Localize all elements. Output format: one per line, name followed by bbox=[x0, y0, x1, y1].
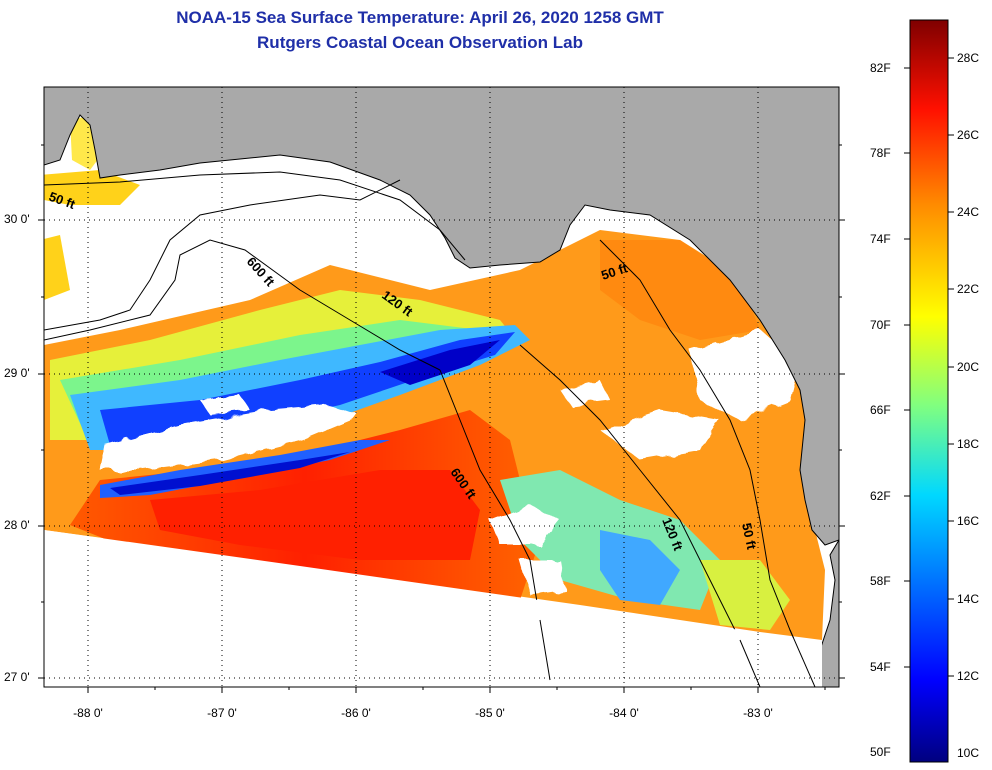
colorbar-c-label: 24C bbox=[957, 205, 980, 219]
lon-label: -85 0' bbox=[475, 706, 505, 720]
colorbar-c-label: 14C bbox=[957, 592, 980, 606]
lon-label: -86 0' bbox=[341, 706, 371, 720]
land-mass bbox=[44, 87, 839, 546]
map-frame bbox=[43, 86, 840, 688]
chart-subtitle: Rutgers Coastal Ocean Observation Lab bbox=[257, 33, 583, 52]
colorbar-c-label: 26C bbox=[957, 128, 980, 142]
lon-label: -84 0' bbox=[609, 706, 639, 720]
colorbar-ticks bbox=[904, 57, 954, 677]
sst-swath bbox=[44, 115, 825, 640]
lat-label: 28 0' bbox=[4, 518, 30, 532]
colorbar-f-label: 70F bbox=[870, 318, 891, 332]
lat-label: 29 0' bbox=[4, 366, 30, 380]
colorbar-f-label: 66F bbox=[870, 403, 891, 417]
colorbar-c-label: 20C bbox=[957, 360, 980, 374]
lat-label: 30 0' bbox=[4, 212, 30, 226]
depth-label: 50 ft bbox=[739, 522, 759, 552]
colorbar-c-label: 18C bbox=[957, 437, 980, 451]
colorbar-f-label: 50F bbox=[870, 745, 891, 759]
chart-title: NOAA-15 Sea Surface Temperature: April 2… bbox=[176, 8, 664, 27]
colorbar-f-label: 54F bbox=[870, 660, 891, 674]
no-data-region bbox=[44, 530, 822, 687]
colorbar-c-label: 22C bbox=[957, 282, 980, 296]
lat-label: 27 0' bbox=[4, 670, 30, 684]
colorbar-c-label: 28C bbox=[957, 51, 980, 65]
lon-label: -83 0' bbox=[743, 706, 773, 720]
lon-label: -88 0' bbox=[73, 706, 103, 720]
colorbar-c-label: 16C bbox=[957, 514, 980, 528]
colorbar-f-label: 58F bbox=[870, 574, 891, 588]
lon-label: -87 0' bbox=[207, 706, 237, 720]
axis-ticks bbox=[38, 144, 845, 693]
colorbar-c-label: 10C bbox=[957, 746, 980, 760]
colorbar-f-label: 62F bbox=[870, 489, 891, 503]
colorbar-f-label: 78F bbox=[870, 146, 891, 160]
colorbar-f-label: 82F bbox=[870, 61, 891, 75]
colorbar-f-label: 74F bbox=[870, 232, 891, 246]
colorbar-c-label: 12C bbox=[957, 669, 980, 683]
colorbar bbox=[909, 19, 949, 763]
